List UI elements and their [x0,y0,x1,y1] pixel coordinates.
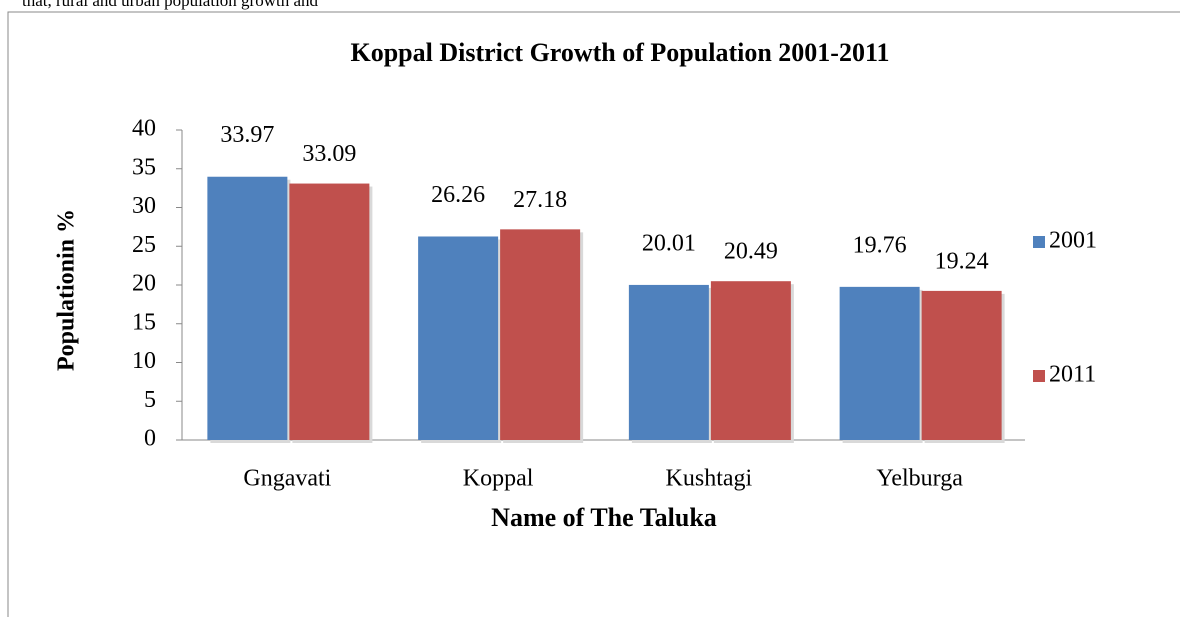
data-label: 26.26 [431,182,485,208]
y-tick-label: 20 [132,271,156,297]
y-axis-label: Populationin % [54,209,80,371]
data-label: 33.97 [220,122,274,148]
bar [628,284,709,440]
page-text: that, rural and urban population growth … [22,0,319,10]
chart-frame [7,11,1180,617]
x-tick-label: Yelburga [876,466,963,492]
data-label: 19.76 [853,232,907,258]
y-tick-label: 35 [132,154,156,180]
data-label: 20.49 [724,239,778,265]
data-label: 27.18 [513,187,567,213]
bar [921,290,1002,440]
data-label: 19.24 [935,248,989,274]
bar [710,281,791,440]
bar [500,229,581,440]
x-axis-label: Name of The Taluka [491,503,717,532]
y-tick-label: 0 [144,426,156,452]
bar [207,176,288,441]
data-label: 20.01 [642,230,696,256]
y-tick-label: 5 [144,387,156,413]
data-label: 33.09 [302,141,356,167]
y-tick-label: 10 [132,348,156,374]
y-tick-label: 25 [132,232,156,258]
legend-swatch [1033,236,1045,248]
bar [418,236,499,440]
x-tick-label: Koppal [463,466,534,492]
chart-title: Koppal District Growth of Population 200… [350,38,889,67]
legend-swatch [1033,370,1045,382]
x-tick-label: Kushtagi [666,466,753,492]
x-tick-label: Gngavati [243,466,331,492]
y-tick-label: 40 [132,116,156,142]
bar [839,286,920,440]
bar [289,183,370,441]
legend-label: 2011 [1049,362,1096,388]
y-tick-label: 15 [132,309,156,335]
legend-label: 2001 [1049,228,1097,254]
y-tick-label: 30 [132,193,156,219]
